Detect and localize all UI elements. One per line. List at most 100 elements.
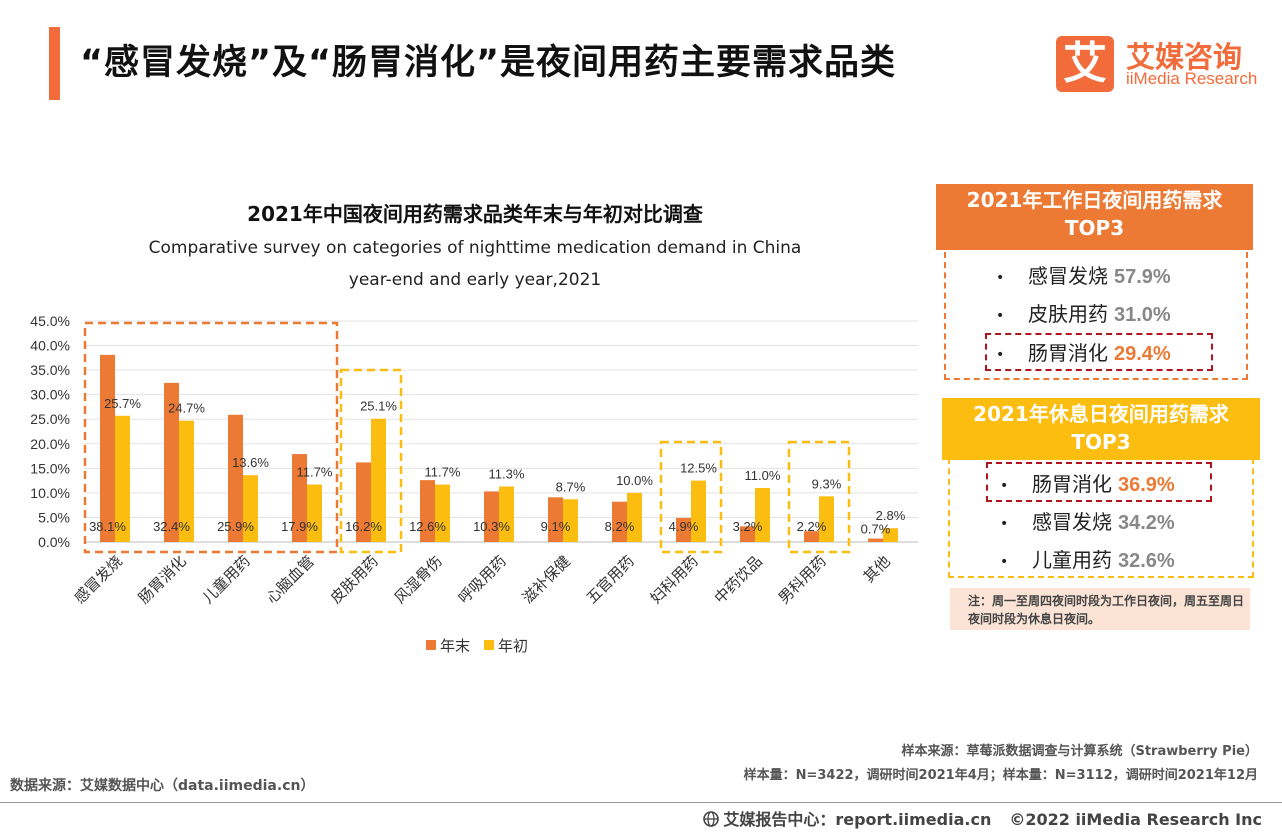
workday-highlight-box — [985, 333, 1213, 371]
restday-panel-title: 2021年休息日夜间用药需求 — [973, 402, 1229, 426]
data-label-year-end: 10.3% — [473, 519, 510, 534]
x-tick-label: 中药饮品 — [711, 552, 766, 607]
workday-panel-header: 2021年工作日夜间用药需求 TOP3 — [936, 184, 1253, 250]
x-tick-label: 滋补保健 — [519, 552, 574, 607]
x-tick-label: 感冒发烧 — [71, 552, 126, 607]
bar-year-start — [883, 528, 898, 542]
bar-year-start — [307, 484, 322, 542]
bar-year-end — [228, 414, 243, 542]
workday-item-value: 57.9% — [1114, 266, 1171, 288]
bar-year-start — [435, 484, 450, 542]
x-tick-label: 肠胃消化 — [135, 552, 190, 607]
highlight-box — [659, 440, 723, 554]
restday-item: • 感冒发烧 34.2% — [1000, 510, 1175, 534]
restday-panel-box — [948, 458, 1254, 578]
chart-subtitle-line1: Comparative survey on categories of nigh… — [148, 238, 802, 258]
x-tick-label: 呼吸用药 — [455, 552, 510, 607]
x-tick-label: 妇科用药 — [647, 552, 702, 607]
bar-year-start — [115, 415, 130, 542]
bar-year-end — [868, 538, 883, 542]
data-source: 数据来源：艾媒数据中心（data.iimedia.cn） — [10, 778, 315, 794]
footer-copyright: ©2022 iiMedia Research Inc — [1009, 810, 1262, 829]
data-label-year-end: 2.2% — [797, 519, 827, 534]
highlight-box — [339, 368, 403, 554]
x-tick-label: 男科用药 — [775, 552, 830, 607]
iimedia-logo: 艾 艾媒咨询 iiMedia Research — [1056, 36, 1266, 94]
bar-year-start — [691, 480, 706, 542]
bar-year-start — [819, 496, 834, 542]
y-tick-label: 35.0% — [30, 362, 70, 378]
data-label-year-start: 11.3% — [489, 467, 525, 482]
data-label-year-end: 25.9% — [217, 519, 254, 534]
restday-item-label: 肠胃消化 — [1032, 472, 1112, 496]
chart-title: 2021年中国夜间用药需求品类年末与年初对比调查 — [247, 202, 703, 226]
workday-item-label: 肠胃消化 — [1028, 341, 1108, 365]
x-tick-label: 心脑血管 — [263, 552, 318, 607]
y-tick-label: 10.0% — [30, 485, 70, 501]
y-tick-label: 0.0% — [38, 534, 70, 550]
bar-year-end — [612, 501, 627, 542]
legend-swatch — [426, 640, 436, 650]
bar-year-start — [627, 492, 642, 542]
footer-divider — [0, 802, 1282, 803]
y-tick-label: 15.0% — [30, 460, 70, 476]
y-tick-label: 20.0% — [30, 436, 70, 452]
data-label-year-start: 11.7% — [425, 465, 461, 480]
data-label-year-end: 32.4% — [153, 519, 190, 534]
data-label-year-end: 16.2% — [345, 519, 382, 534]
restday-item-value: 32.6% — [1118, 550, 1175, 572]
data-label-year-end: 3.2% — [733, 519, 763, 534]
logo-cn-text: 艾媒咨询 — [1126, 40, 1243, 74]
x-tick-label: 五官用药 — [583, 552, 638, 607]
y-tick-label: 5.0% — [38, 509, 70, 525]
data-label-year-end: 17.9% — [281, 519, 318, 534]
bar-chart: 0.0% 5.0% 10.0% 15.0% 20.0% 25.0% 30.0% 35.0% 40… — [30, 313, 918, 655]
workday-panel-subtitle: TOP3 — [1064, 216, 1125, 240]
restday-item: • 肠胃消化 36.9% — [1000, 472, 1175, 496]
bar-year-start — [243, 475, 258, 542]
restday-item-label: 感冒发烧 — [1032, 510, 1112, 534]
data-label-year-start: 25.1% — [360, 399, 397, 414]
restday-panel-header: 2021年休息日夜间用药需求 TOP3 — [942, 398, 1260, 460]
sample-source: 样本来源：草莓派数据调查与计算系统（Strawberry Pie） — [901, 744, 1258, 759]
data-label-year-start: 2.8% — [876, 508, 906, 523]
sample-size: 样本量：N=3422，调研时间2021年4月；样本量：N=3112，调研时间20… — [743, 768, 1258, 783]
data-label-year-end: 9.1% — [541, 519, 571, 534]
legend-label: 年末 — [440, 637, 470, 655]
logo-mark: 艾 — [1056, 36, 1114, 92]
data-label-year-start: 24.7% — [168, 401, 205, 416]
bar-year-start — [179, 420, 194, 542]
legend-swatch — [484, 640, 494, 650]
x-tick-label: 风湿骨伤 — [391, 552, 446, 607]
data-label-year-end: 38.1% — [89, 519, 126, 534]
workday-item: • 感冒发烧 57.9% — [996, 264, 1171, 288]
restday-panel-subtitle: TOP3 — [1071, 430, 1131, 454]
legend-label: 年初 — [498, 637, 528, 655]
footer-report-link[interactable]: 艾媒报告中心：report.iimedia.cn — [723, 810, 992, 829]
bar-year-end — [356, 462, 371, 542]
y-tick-label: 30.0% — [30, 387, 70, 403]
workday-item-value: 29.4% — [1114, 343, 1171, 365]
restday-highlight-box — [986, 462, 1212, 502]
title-accent-bar — [49, 27, 60, 100]
bar-year-start — [499, 486, 514, 542]
data-label-year-end: 0.7% — [861, 522, 891, 537]
bar-year-start — [563, 499, 578, 542]
page-title: “感冒发烧”及“肠胃消化”是夜间用药主要需求品类 — [80, 43, 897, 83]
bar-year-end — [292, 454, 307, 542]
workday-item: • 皮肤用药 31.0% — [996, 302, 1171, 326]
data-label-year-end: 4.9% — [669, 519, 699, 534]
bar-year-end — [676, 517, 691, 542]
x-tick-label: 儿童用药 — [199, 552, 254, 607]
restday-item: • 儿童用药 32.6% — [1000, 548, 1175, 572]
bar-year-end — [804, 531, 819, 542]
data-label-year-start: 9.3% — [812, 476, 842, 491]
bar-year-end — [548, 497, 563, 542]
data-label-year-start: 11.0% — [745, 468, 781, 483]
globe-icon — [703, 810, 720, 829]
highlight-box — [787, 440, 851, 554]
bar-year-end — [484, 491, 499, 542]
bar-year-end — [164, 382, 179, 542]
workday-item: • 肠胃消化 29.4% — [996, 341, 1171, 365]
data-label-year-end: 8.2% — [605, 519, 635, 534]
